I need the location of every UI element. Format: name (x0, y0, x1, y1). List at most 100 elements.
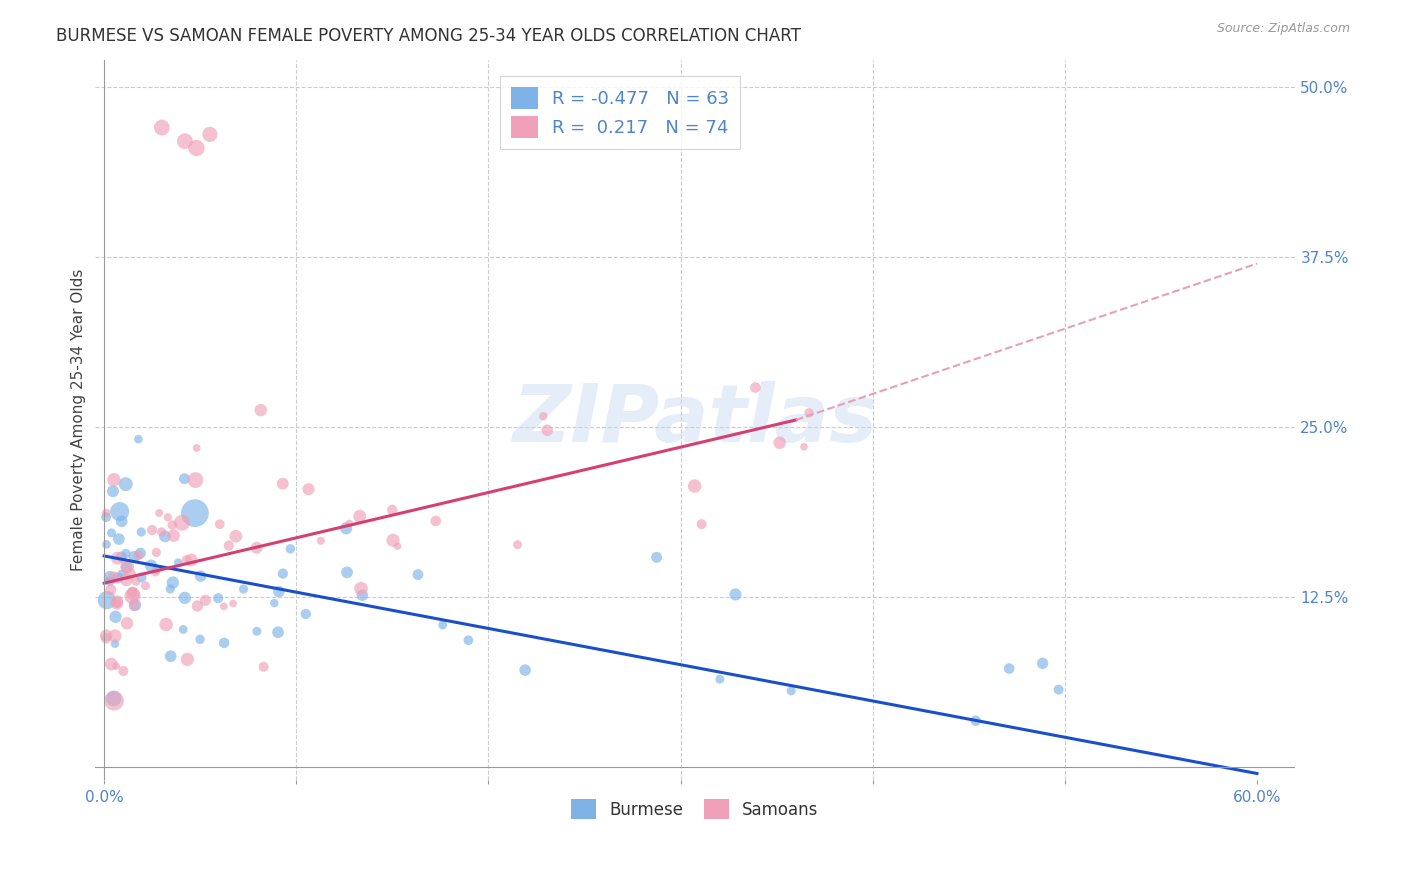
Point (381, 503, 404, 517)
Point (176, 652, 198, 666)
Text: Source: ZipAtlas.com: Source: ZipAtlas.com (1216, 22, 1350, 36)
Point (98, 574, 121, 588)
Point (280, 541, 302, 556)
Point (382, 533, 405, 548)
Point (170, 516, 193, 530)
Point (122, 549, 145, 564)
Point (105, 596, 128, 610)
Point (159, 649, 181, 664)
Point (690, 517, 713, 532)
Point (253, 659, 276, 673)
Point (208, 517, 231, 532)
Point (100, 657, 122, 672)
Point (122, 587, 145, 601)
Point (96, 537, 118, 551)
Point (212, 636, 235, 650)
Point (184, 473, 207, 487)
Point (94, 631, 117, 645)
Point (198, 128, 221, 142)
Point (94, 506, 117, 520)
Point (297, 482, 319, 496)
Point (186, 599, 208, 613)
Point (246, 624, 269, 639)
Point (111, 566, 134, 581)
Point (159, 582, 181, 596)
Point (683, 479, 706, 493)
Point (271, 566, 294, 581)
Point (173, 591, 195, 605)
Point (101, 484, 124, 499)
Point (131, 570, 153, 584)
Point (114, 477, 136, 491)
Point (94, 510, 117, 524)
Point (294, 607, 316, 621)
Point (188, 632, 211, 647)
Point (146, 563, 169, 577)
Point (103, 694, 125, 708)
Point (1032, 657, 1054, 671)
Point (115, 560, 138, 574)
Point (457, 633, 479, 648)
Point (249, 403, 271, 417)
Text: BURMESE VS SAMOAN FEMALE POVERTY AMONG 25-34 YEAR OLDS CORRELATION CHART: BURMESE VS SAMOAN FEMALE POVERTY AMONG 2… (56, 27, 801, 45)
Point (207, 591, 229, 606)
Point (115, 573, 138, 587)
Point (222, 597, 245, 611)
Point (965, 714, 987, 728)
Point (98, 570, 121, 584)
Point (349, 509, 371, 524)
Point (127, 432, 149, 446)
Point (156, 510, 179, 524)
Point (194, 593, 217, 607)
Point (744, 380, 766, 394)
Point (506, 538, 529, 552)
Point (212, 599, 235, 614)
Point (129, 546, 152, 560)
Point (111, 514, 134, 528)
Point (232, 582, 254, 596)
Point (162, 518, 184, 533)
Point (115, 559, 138, 574)
Point (186, 141, 208, 155)
Point (107, 551, 129, 566)
Point (103, 570, 125, 584)
Point (134, 579, 156, 593)
Point (218, 539, 240, 553)
Point (155, 617, 177, 632)
Point (406, 567, 429, 582)
Point (531, 409, 554, 424)
Point (172, 623, 194, 637)
Point (105, 594, 128, 608)
Text: ZIPatlas: ZIPatlas (513, 381, 877, 459)
Point (145, 545, 167, 559)
Point (139, 558, 162, 573)
Point (150, 120, 173, 135)
Point (112, 664, 135, 678)
Point (350, 582, 373, 596)
Point (103, 473, 125, 487)
Point (186, 441, 208, 455)
Point (173, 472, 195, 486)
Point (125, 574, 148, 589)
Point (793, 440, 815, 454)
Point (724, 587, 747, 601)
Point (121, 584, 143, 599)
Point (103, 691, 125, 706)
Point (184, 506, 207, 520)
Point (387, 539, 409, 553)
Point (110, 549, 132, 564)
Point (118, 566, 141, 581)
Point (105, 597, 128, 611)
Point (176, 553, 198, 567)
Point (100, 582, 122, 597)
Point (246, 541, 269, 555)
Point (335, 521, 357, 535)
Point (769, 435, 792, 450)
Point (121, 589, 143, 603)
Point (108, 504, 131, 518)
Point (645, 550, 668, 565)
Point (352, 588, 374, 602)
Point (145, 565, 167, 579)
Point (337, 516, 360, 531)
Point (225, 529, 247, 543)
